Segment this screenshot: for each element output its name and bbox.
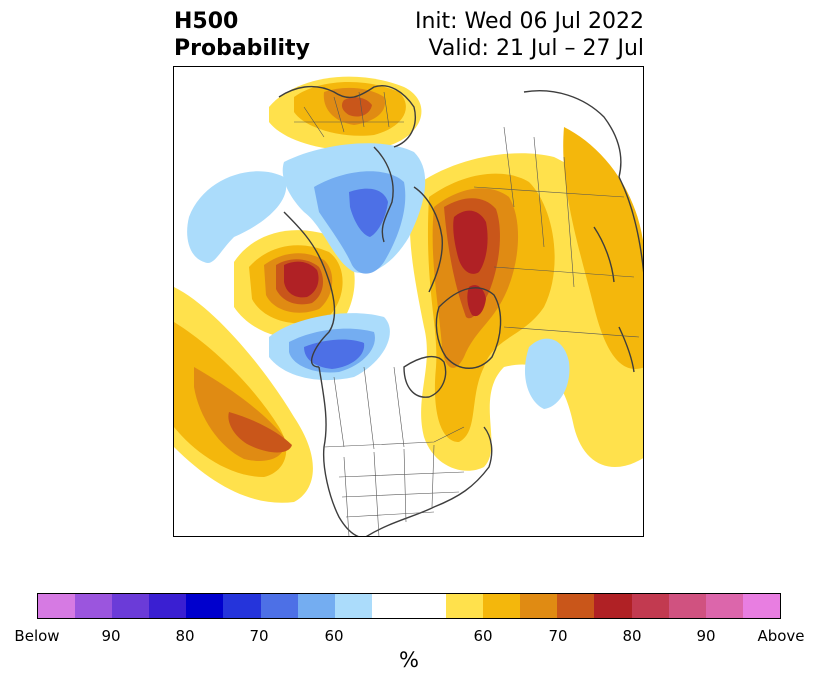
colorbar-swatch	[742, 594, 780, 618]
colorbar	[37, 593, 781, 619]
title-left: H500 Probability	[174, 8, 310, 62]
north-america-coast	[318, 366, 359, 536]
title-right: Init: Wed 06 Jul 2022 Valid: 21 Jul – 27…	[415, 8, 644, 62]
title-type: Probability	[174, 36, 310, 61]
political-borders	[294, 91, 640, 536]
colorbar-tick-label: 80	[622, 627, 642, 645]
arctic-below-70	[349, 188, 388, 237]
colorbar-tick-label: 70	[249, 627, 269, 645]
colorbar-swatch	[149, 594, 187, 618]
siberia-south-above-80	[467, 285, 486, 317]
init-date: Init: Wed 06 Jul 2022	[414, 9, 644, 34]
colorbar-swatch	[483, 594, 521, 618]
alaska-above-80	[284, 261, 319, 298]
colorbar-swatch	[631, 594, 669, 618]
bering-below-60	[187, 171, 287, 263]
colorbar-swatch	[446, 594, 484, 618]
colorbar-swatch	[260, 594, 298, 618]
colorbar-swatch	[112, 594, 150, 618]
europe-country-lines	[294, 91, 404, 138]
colorbar-swatch	[557, 594, 595, 618]
scandinavia-coast	[373, 146, 394, 243]
colorbar-swatch	[223, 594, 261, 618]
europe-above-75	[341, 97, 372, 117]
above-normal-shading	[174, 76, 643, 503]
greenland-coast	[435, 287, 502, 369]
valid-range: Valid: 21 Jul – 27 Jul	[428, 36, 644, 61]
atlantic-below-60	[524, 338, 570, 409]
japan-islands	[593, 226, 635, 373]
colorbar-swatch	[408, 594, 447, 618]
colorbar-tick-label: Below	[14, 627, 60, 645]
map-canvas	[174, 76, 643, 536]
us-canada-border	[323, 426, 465, 448]
colorbar-tick-label: 90	[101, 627, 121, 645]
colorbar-tick-label: Above	[757, 627, 805, 645]
us-east-coast	[365, 426, 493, 536]
colorbar-swatch	[668, 594, 706, 618]
colorbar-tick-label: 70	[548, 627, 568, 645]
siberia-above-80	[453, 210, 488, 274]
us-state-lines	[338, 444, 465, 536]
colorbar-swatch	[334, 594, 372, 618]
colorbar-unit: %	[399, 648, 419, 672]
colorbar-tick-label: 60	[473, 627, 493, 645]
colorbar-swatch	[75, 594, 113, 618]
colorbar-swatch	[371, 594, 409, 618]
below-normal-shading	[187, 143, 570, 409]
canada-below-70	[304, 339, 365, 369]
colorbar-tick-label: 90	[696, 627, 716, 645]
asia-country-lines	[473, 126, 640, 338]
alaska-coast	[283, 211, 336, 368]
colorbar-swatch	[594, 594, 632, 618]
colorbar-tick-label: 60	[324, 627, 344, 645]
probability-map	[173, 66, 644, 537]
colorbar-swatch	[705, 594, 743, 618]
colorbar-swatch	[186, 594, 224, 618]
coastlines	[278, 85, 643, 536]
title-variable: H500	[174, 9, 239, 34]
europe-coast	[278, 85, 416, 148]
colorbar-swatch	[38, 594, 76, 618]
siberia-coast	[413, 186, 444, 293]
canada-province-lines	[333, 366, 405, 450]
pacific-above-75	[228, 412, 292, 453]
colorbar-swatch	[297, 594, 335, 618]
colorbar-swatch	[520, 594, 558, 618]
asia-coast	[523, 90, 622, 178]
hudson-bay-coast	[403, 355, 447, 398]
east-asia-coast	[618, 176, 643, 273]
colorbar-tick-label: 80	[175, 627, 195, 645]
